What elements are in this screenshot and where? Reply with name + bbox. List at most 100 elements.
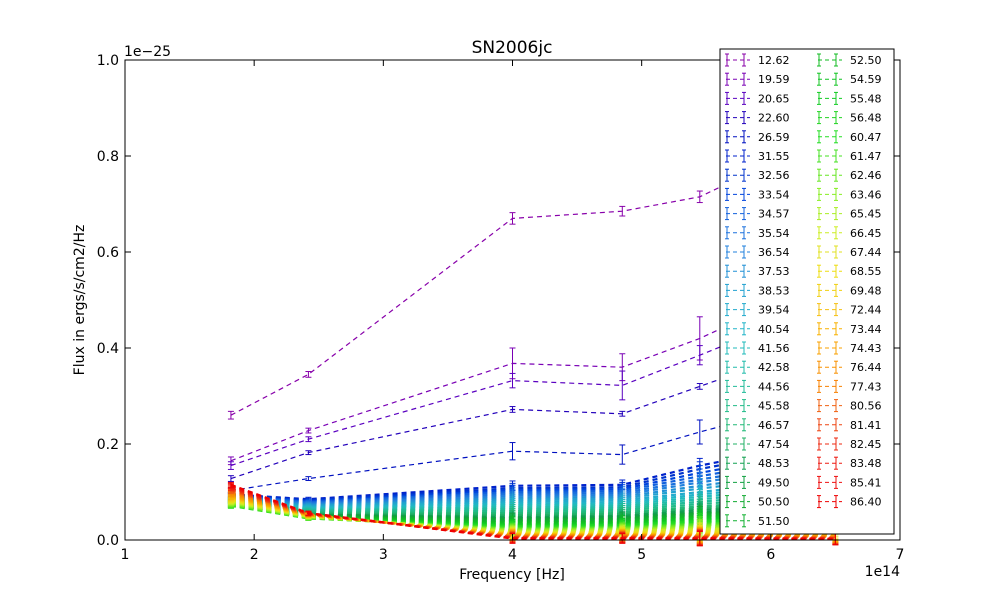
y-tick-label: 0.8 xyxy=(97,149,119,165)
data-point xyxy=(305,436,312,443)
legend-label: 47.54 xyxy=(758,438,790,451)
data-point xyxy=(305,510,312,516)
legend-label: 36.54 xyxy=(758,246,790,259)
data-point xyxy=(619,533,626,544)
y-tick-label: 0.0 xyxy=(97,533,119,549)
legend-item: 83.48 xyxy=(817,456,882,470)
legend-item: 69.48 xyxy=(817,283,882,297)
legend-item: 36.54 xyxy=(725,245,790,259)
data-point xyxy=(696,383,703,390)
legend-label: 44.56 xyxy=(758,380,790,393)
data-point xyxy=(509,442,516,461)
legend-label: 63.46 xyxy=(850,188,882,201)
legend-frame xyxy=(719,48,895,535)
legend-label: 12.62 xyxy=(758,54,790,67)
legend-item: 48.53 xyxy=(725,456,790,470)
legend-label: 31.55 xyxy=(758,150,790,163)
series-line xyxy=(230,483,836,541)
legend-item: 31.55 xyxy=(725,149,790,163)
data-point xyxy=(305,450,312,456)
chart-title: SN2006jc xyxy=(472,38,553,58)
x-tick-label: 5 xyxy=(637,547,646,563)
legend-label: 66.45 xyxy=(850,227,882,240)
legend-item: 49.50 xyxy=(725,475,790,489)
legend-item: 47.54 xyxy=(725,437,790,451)
legend-label: 83.48 xyxy=(850,457,882,470)
legend-label: 55.48 xyxy=(850,92,882,105)
legend-item: 68.55 xyxy=(817,264,882,278)
legend-label: 49.50 xyxy=(758,476,790,489)
legend-item: 46.57 xyxy=(725,418,790,432)
legend-item: 77.43 xyxy=(817,379,882,393)
legend-item: 54.59 xyxy=(817,72,882,86)
data-point xyxy=(696,345,703,366)
legend-item: 85.41 xyxy=(817,475,882,489)
data-point xyxy=(619,410,626,417)
legend-label: 77.43 xyxy=(850,380,882,393)
legend-item: 62.46 xyxy=(817,168,882,182)
data-point xyxy=(696,190,703,204)
legend-item: 38.53 xyxy=(725,283,790,297)
legend-item: 66.45 xyxy=(817,226,882,240)
legend-label: 51.50 xyxy=(758,515,790,528)
legend-label: 76.44 xyxy=(850,361,882,374)
legend: 12.62 19.59 20.65 22.60 26.59 31.55 32.56 33.54… xyxy=(719,48,895,535)
legend-label: 60.47 xyxy=(850,131,882,144)
legend-label: 85.41 xyxy=(850,476,882,489)
legend-item: 52.50 xyxy=(817,53,882,67)
data-point xyxy=(305,371,312,378)
legend-item: 37.53 xyxy=(725,264,790,278)
data-point xyxy=(509,212,516,225)
legend-label: 38.53 xyxy=(758,284,790,297)
legend-item: 12.62 xyxy=(725,53,790,67)
legend-item: 67.44 xyxy=(817,245,882,259)
legend-item: 34.57 xyxy=(725,207,790,221)
legend-label: 81.41 xyxy=(850,419,882,432)
legend-item: 26.59 xyxy=(725,130,790,144)
legend-label: 54.59 xyxy=(850,73,882,86)
legend-label: 41.56 xyxy=(758,342,790,355)
legend-item: 61.47 xyxy=(817,149,882,163)
legend-item: 63.46 xyxy=(817,187,882,201)
x-tick-label: 3 xyxy=(379,547,388,563)
legend-label: 26.59 xyxy=(758,131,790,144)
data-point xyxy=(619,370,626,401)
data-point xyxy=(227,410,234,420)
legend-item: 65.45 xyxy=(817,207,882,221)
legend-label: 73.44 xyxy=(850,323,882,336)
legend-label: 33.54 xyxy=(758,188,790,201)
legend-label: 67.44 xyxy=(850,246,882,259)
data-point xyxy=(227,475,234,482)
legend-item: 32.56 xyxy=(725,168,790,182)
legend-item: 42.58 xyxy=(725,360,790,374)
legend-label: 56.48 xyxy=(850,112,882,125)
data-point xyxy=(227,481,234,488)
y-tick-label: 1.0 xyxy=(97,53,119,69)
legend-item: 44.56 xyxy=(725,379,790,393)
data-point xyxy=(509,406,516,413)
legend-item: 86.40 xyxy=(817,495,882,509)
legend-item: 39.54 xyxy=(725,303,790,317)
legend-label: 80.56 xyxy=(850,400,882,413)
legend-item: 72.44 xyxy=(817,303,882,317)
legend-item: 74.43 xyxy=(817,341,882,355)
data-point xyxy=(619,444,626,465)
legend-label: 20.65 xyxy=(758,92,790,105)
legend-item: 33.54 xyxy=(725,187,790,201)
legend-item: 45.58 xyxy=(725,399,790,413)
legend-label: 22.60 xyxy=(758,112,790,125)
legend-item: 55.48 xyxy=(817,91,882,105)
legend-label: 61.47 xyxy=(850,150,882,163)
data-point xyxy=(305,427,312,434)
x-offset-label: 1e14 xyxy=(865,564,900,580)
legend-label: 86.40 xyxy=(850,496,882,509)
y-axis: 0.0 0.2 0.4 0.6 0.8 1.0 xyxy=(97,53,900,549)
legend-item: 40.54 xyxy=(725,322,790,336)
legend-item: 56.48 xyxy=(817,111,882,125)
legend-label: 46.57 xyxy=(758,419,790,432)
legend-item: 81.41 xyxy=(817,418,882,432)
y-tick-label: 0.2 xyxy=(97,437,119,453)
data-point xyxy=(619,205,626,217)
legend-item: 51.50 xyxy=(725,514,790,528)
